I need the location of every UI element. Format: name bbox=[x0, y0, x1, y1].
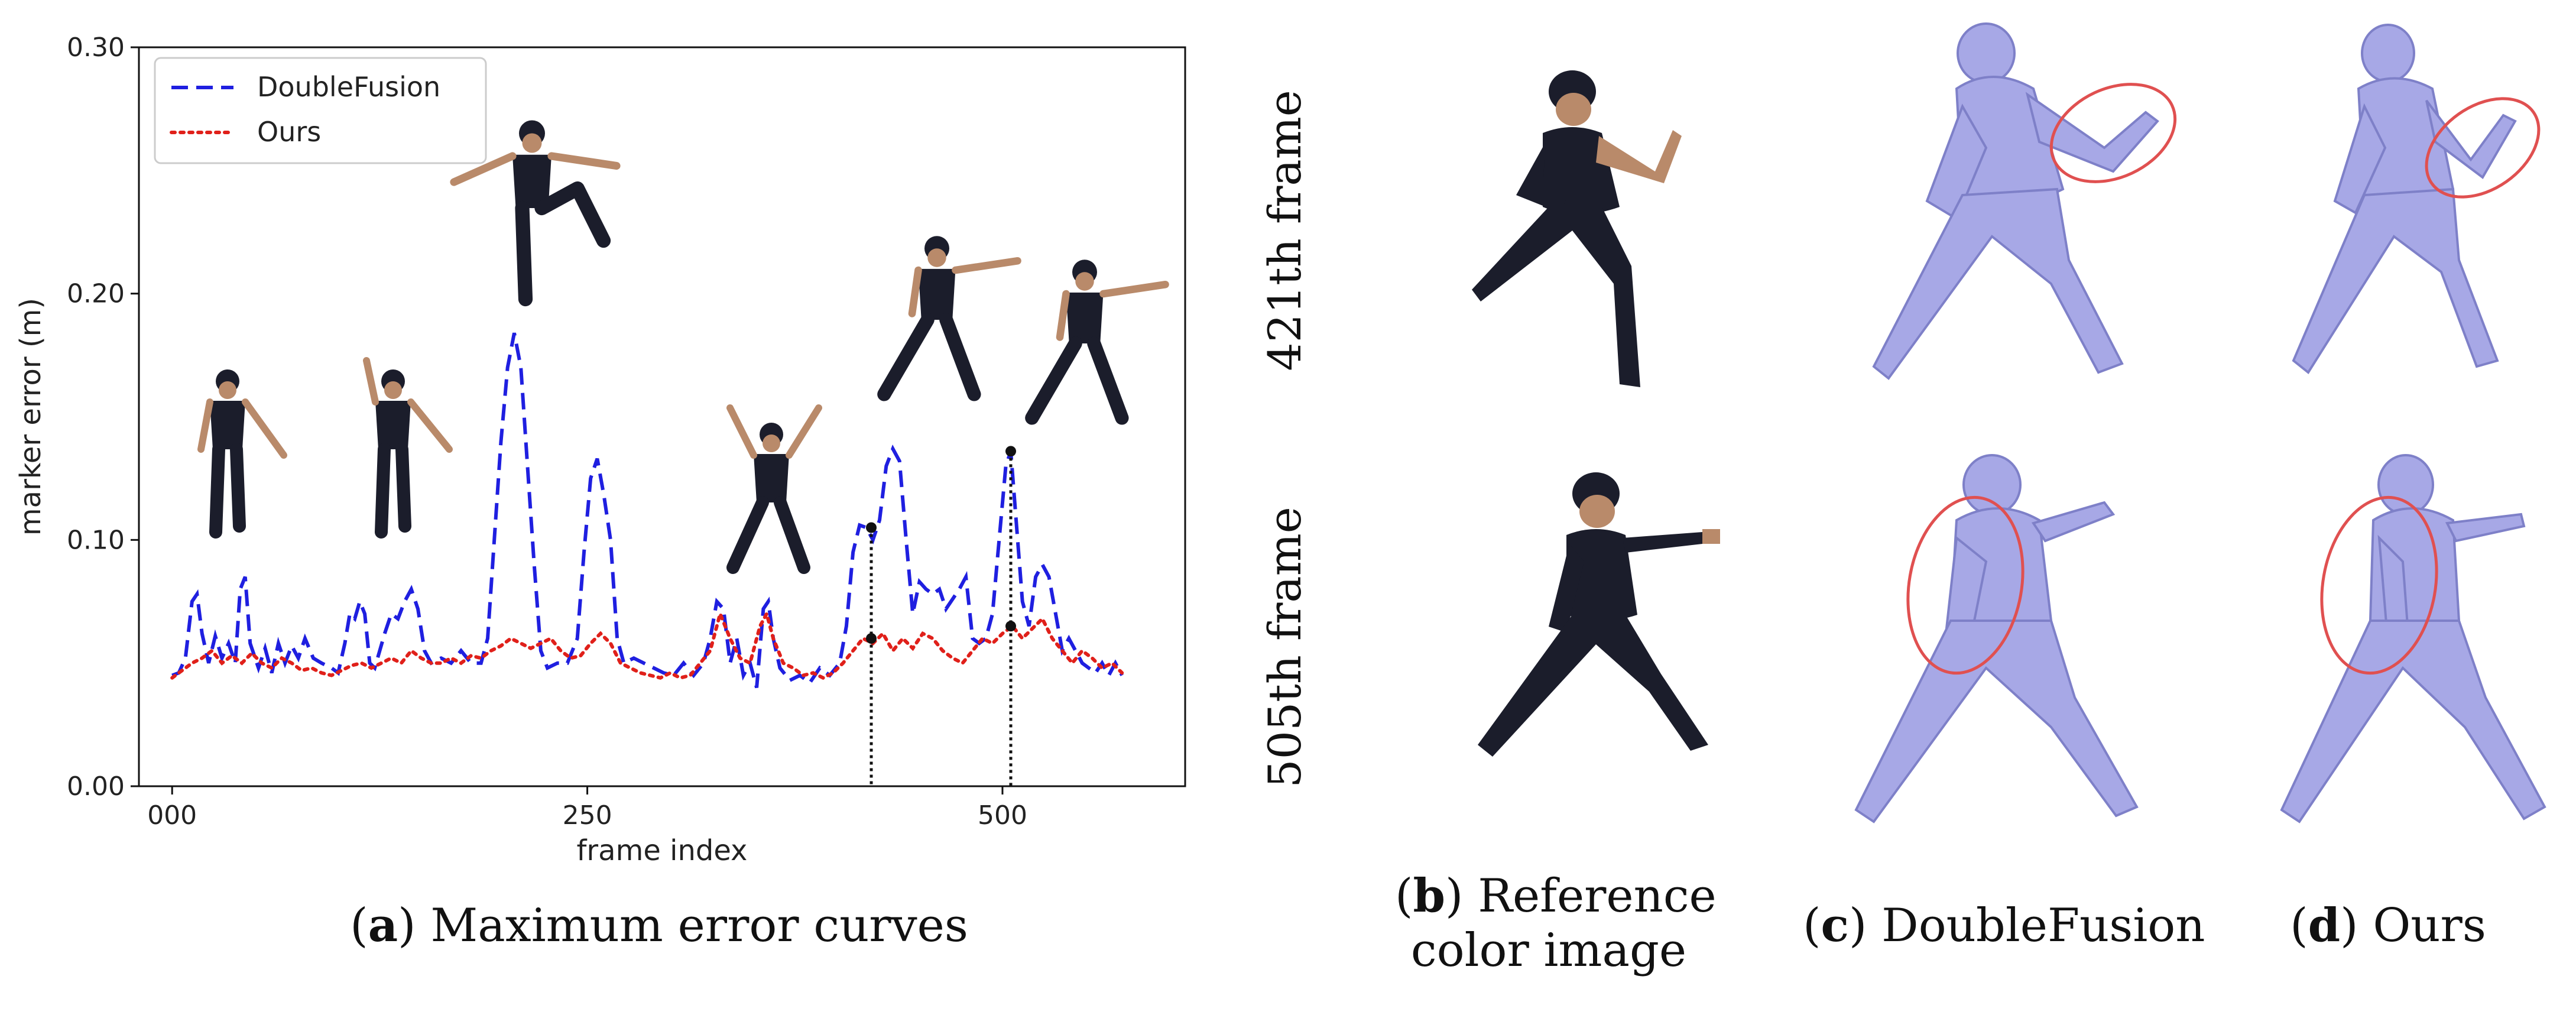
mesh-figure bbox=[1872, 22, 2159, 380]
highlight-circle bbox=[2425, 97, 2541, 199]
mesh-figure bbox=[1854, 454, 2139, 823]
legend-label-doublefusion: DoubleFusion bbox=[257, 71, 440, 103]
pose-thumbnail bbox=[363, 357, 453, 539]
row-label-505: 505th frame bbox=[1258, 507, 1311, 788]
caption-c-text: DoubleFusion bbox=[1881, 899, 2205, 952]
x-tick-label: 250 bbox=[563, 800, 612, 831]
caption-b-line2: color image bbox=[1410, 924, 1687, 978]
ours-mesh-505 bbox=[2280, 454, 2546, 823]
caption-d-letter: d bbox=[2308, 899, 2341, 952]
caption-b-letter: b bbox=[1413, 869, 1445, 923]
y-tick-label: 0.10 bbox=[67, 525, 125, 555]
caption-b-line1: Reference bbox=[1478, 870, 1717, 923]
frame-marker-dot bbox=[1005, 446, 1016, 457]
mesh-figure bbox=[2280, 454, 2546, 823]
highlight-circle bbox=[2049, 83, 2177, 183]
pose-thumbnail bbox=[726, 404, 822, 574]
x-tick-label: 500 bbox=[978, 800, 1027, 831]
reference-image-505 bbox=[1478, 472, 1720, 757]
pose-thumbnail bbox=[450, 120, 621, 307]
mesh-figure bbox=[2292, 24, 2517, 374]
series-line-ours bbox=[170, 608, 1124, 680]
pose-thumbnail bbox=[877, 236, 1021, 401]
series-line-doublefusion bbox=[171, 332, 1124, 689]
caption-a: (a) Maximum error curves bbox=[350, 899, 968, 952]
caption-c: (c) DoubleFusion bbox=[1803, 899, 2205, 952]
caption-d-text: Ours bbox=[2373, 899, 2486, 952]
person-figure bbox=[1472, 70, 1682, 387]
person-figure bbox=[1478, 472, 1720, 757]
frame-marker-dot bbox=[1005, 621, 1016, 632]
y-tick-label: 0.00 bbox=[67, 771, 125, 802]
y-axis-label: marker error (m) bbox=[14, 298, 47, 536]
caption-d: (d) Ours bbox=[2290, 899, 2486, 952]
caption-a-text: Maximum error curves bbox=[430, 899, 968, 952]
frame-marker-dot bbox=[866, 633, 877, 644]
x-axis-label: frame index bbox=[577, 834, 748, 867]
pose-thumbnails bbox=[197, 120, 1169, 574]
legend: DoubleFusion Ours bbox=[154, 57, 487, 164]
doublefusion-mesh-421 bbox=[1872, 22, 2177, 380]
ours-mesh-421 bbox=[2292, 24, 2541, 374]
caption-c-letter: c bbox=[1821, 899, 1849, 952]
error-chart: 000 250 500 0.00 0.10 0.20 0.30 frame index m… bbox=[14, 33, 1186, 867]
legend-box bbox=[154, 57, 487, 164]
frame-marker-dot bbox=[866, 522, 877, 533]
x-tick-label: 000 bbox=[147, 800, 197, 831]
row-label-421: 421th frame bbox=[1258, 90, 1311, 371]
plot-frame bbox=[138, 46, 1186, 787]
highlight-circle bbox=[1906, 495, 2025, 675]
doublefusion-mesh-505 bbox=[1854, 454, 2139, 823]
y-axis-ticks: 0.00 0.10 0.20 0.30 bbox=[67, 33, 139, 802]
pose-thumbnail bbox=[197, 369, 287, 539]
caption-a-letter: a bbox=[368, 899, 398, 952]
x-axis-ticks: 000 250 500 bbox=[147, 786, 1027, 831]
y-tick-label: 0.30 bbox=[67, 33, 125, 63]
y-tick-label: 0.20 bbox=[67, 279, 125, 309]
pose-thumbnail bbox=[1025, 260, 1169, 425]
legend-label-ours: Ours bbox=[257, 116, 321, 148]
reference-image-421 bbox=[1472, 70, 1682, 387]
highlight-circle bbox=[2320, 495, 2438, 675]
frame-markers bbox=[866, 446, 1016, 786]
caption-b: (b) Reference color image bbox=[1395, 869, 1717, 978]
